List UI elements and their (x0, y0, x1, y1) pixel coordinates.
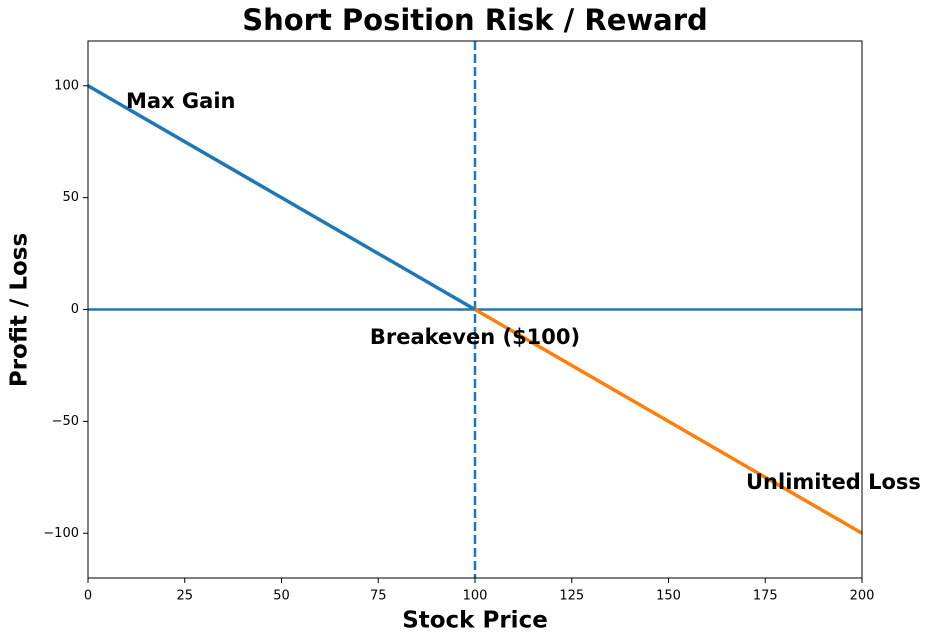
payoff-line (87, 84, 476, 312)
annotation: Max Gain (126, 89, 235, 113)
chart-title: Short Position Risk / Reward (242, 3, 708, 37)
x-axis-label: Stock Price (402, 608, 548, 634)
y-tick-label: 100 (54, 78, 79, 93)
plot-frame (87, 40, 863, 579)
payoff-line (474, 307, 863, 535)
annotation: Breakeven ($100) (370, 325, 580, 349)
y-tick-label: −100 (43, 526, 79, 541)
x-tick-label: 50 (273, 589, 290, 604)
x-tick-label: 150 (656, 589, 681, 604)
y-tick-label: 50 (62, 190, 79, 205)
y-tick-label: −50 (52, 414, 79, 429)
x-tick-label: 75 (370, 589, 387, 604)
x-tick-label: 25 (176, 589, 193, 604)
x-tick-label: 125 (559, 589, 584, 604)
annotation: Unlimited Loss (746, 470, 921, 494)
x-tick-label: 0 (84, 589, 92, 604)
x-tick-label: 100 (463, 589, 488, 604)
y-tick-label: 0 (71, 302, 79, 317)
x-tick-label: 175 (753, 589, 778, 604)
x-tick-label: 200 (850, 589, 875, 604)
y-axis-label: Profit / Loss (7, 233, 33, 387)
